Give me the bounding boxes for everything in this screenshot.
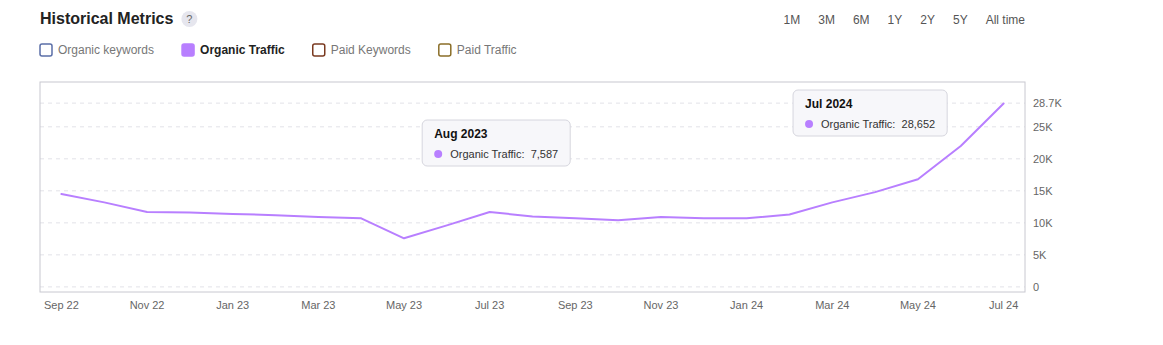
- x-tick-label: Nov 23: [644, 299, 679, 311]
- plot-frame: [40, 82, 1025, 292]
- legend-swatch[interactable]: [313, 44, 325, 56]
- time-button[interactable]: 1M: [784, 13, 801, 27]
- tooltip-box: [793, 90, 947, 136]
- time-button[interactable]: 6M: [853, 13, 870, 27]
- time-button[interactable]: 1Y: [888, 13, 903, 27]
- legend-label[interactable]: Paid Keywords: [331, 43, 411, 57]
- x-tick-label: Sep 22: [44, 299, 79, 311]
- tooltip-text: Organic Traffic: 28,652: [821, 118, 935, 130]
- plot-area: [61, 103, 1003, 238]
- help-icon-text: ?: [186, 13, 192, 25]
- y-tick-label: 15K: [1033, 185, 1053, 197]
- y-tick-label: 28.7K: [1033, 97, 1062, 109]
- help-icon: [181, 11, 197, 27]
- chart: Historical Metrics? 1M 3M 6M 1Y 2Y 5Y All time O…: [0, 0, 1163, 345]
- legend-label[interactable]: Organic keywords: [58, 43, 154, 57]
- tooltip: Jul 2024 Organic Traffic: 28,652: [793, 90, 947, 136]
- tooltip-title: Jul 2024: [805, 97, 853, 111]
- x-tick-label: May 24: [900, 299, 936, 311]
- time-button[interactable]: 3M: [818, 13, 835, 27]
- time-button[interactable]: All time: [986, 13, 1026, 27]
- time-button[interactable]: 5Y: [953, 13, 968, 27]
- x-tick-label: Jul 24: [989, 299, 1018, 311]
- y-tick-label: 5K: [1033, 249, 1047, 261]
- y-tick-label: 25K: [1033, 121, 1053, 133]
- time-button[interactable]: 2Y: [920, 13, 935, 27]
- line: [61, 103, 1003, 238]
- tooltip: Aug 2023 Organic Traffic: 7,587: [422, 120, 570, 166]
- x-tick-label: May 23: [386, 299, 422, 311]
- y-tick-label: 20K: [1033, 153, 1053, 165]
- legend-swatch[interactable]: [439, 44, 451, 56]
- y-tick-label: 10K: [1033, 217, 1053, 229]
- tooltip-title: Aug 2023: [434, 127, 488, 141]
- y-tick-label: 0: [1033, 281, 1039, 293]
- x-tick-label: Nov 22: [130, 299, 165, 311]
- tooltip-dot: [434, 150, 442, 158]
- x-tick-label: Mar 24: [815, 299, 849, 311]
- grid-line: [40, 286, 1025, 287]
- x-tick-label: Jul 23: [475, 299, 504, 311]
- grid-line: [40, 222, 1025, 223]
- grid-line: [40, 254, 1025, 255]
- tooltip-dot: [805, 120, 813, 128]
- legend-label[interactable]: Paid Traffic: [457, 43, 517, 57]
- legend-swatch[interactable]: [40, 44, 52, 56]
- legend-label[interactable]: Organic Traffic: [200, 43, 285, 57]
- x-tick-label: Mar 23: [301, 299, 335, 311]
- x-tick-label: Sep 23: [558, 299, 593, 311]
- title: Historical Metrics: [40, 10, 173, 27]
- x-tick-label: Jan 24: [730, 299, 763, 311]
- x-tick-label: Jan 23: [216, 299, 249, 311]
- legend-swatch[interactable]: [182, 44, 194, 56]
- tooltip-box: [422, 120, 570, 166]
- tooltip-text: Organic Traffic: 7,587: [450, 148, 558, 160]
